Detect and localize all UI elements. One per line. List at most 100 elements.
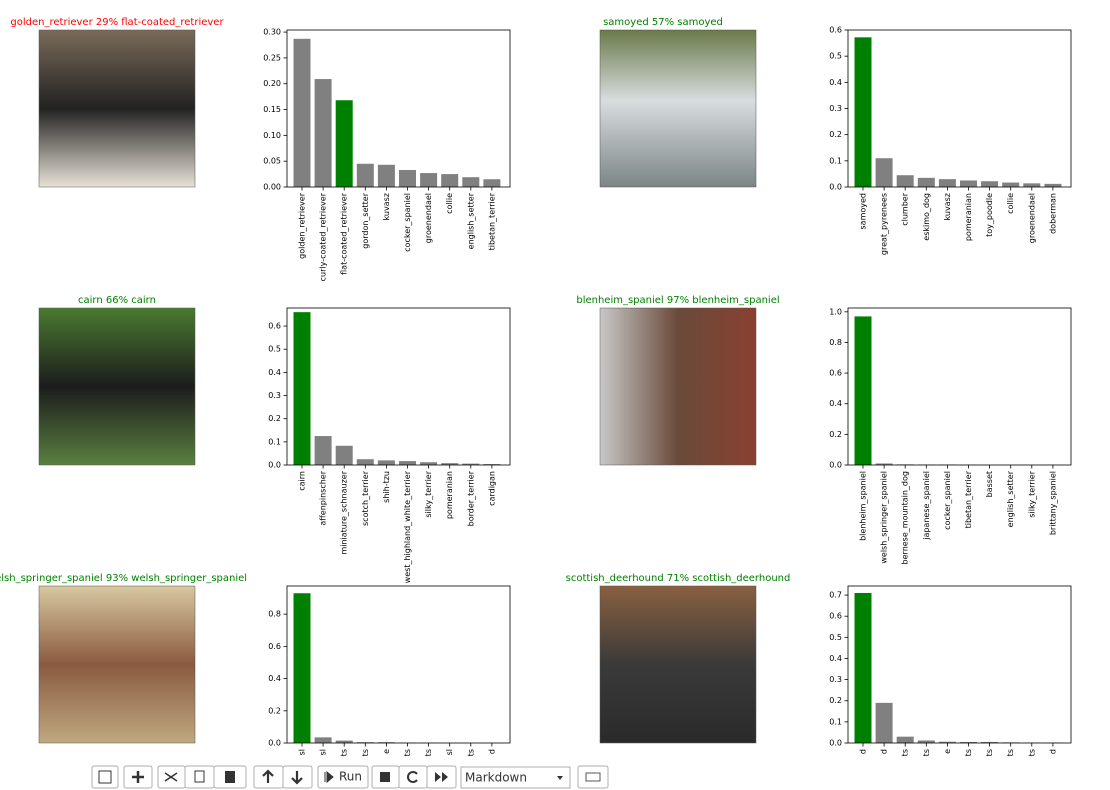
down-icon: [291, 771, 303, 785]
x-tick-label: sl: [319, 749, 328, 755]
y-tick-label: 0.20: [263, 79, 281, 88]
y-tick-label: 0.0: [268, 461, 281, 470]
x-tick-label: e: [943, 749, 952, 754]
bar: [981, 181, 999, 187]
y-tick-label: 0.05: [263, 157, 281, 166]
photo: [599, 585, 757, 744]
image-title: cairn 66% cairn: [78, 295, 156, 306]
x-tick-label: d: [487, 749, 496, 754]
bar: [462, 463, 480, 465]
bar: [854, 37, 872, 188]
x-tick-label: pomeranian: [964, 193, 973, 241]
run-button[interactable]: [317, 765, 369, 789]
bar: [875, 702, 893, 743]
bar: [1002, 182, 1020, 187]
bar: [420, 462, 438, 465]
x-tick-label: cairn: [298, 471, 307, 491]
axes-frame: [286, 29, 511, 188]
bar: [938, 741, 956, 743]
bar: [896, 175, 914, 187]
x-tick-label: basset: [985, 471, 994, 497]
bar: [875, 158, 893, 187]
y-tick-label: 0.00: [263, 183, 281, 192]
save-button[interactable]: [91, 765, 119, 789]
y-tick-label: 0.6: [829, 369, 842, 378]
x-tick-label: ts: [985, 749, 994, 756]
y-tick-label: 0.8: [829, 338, 842, 347]
bar: [462, 177, 480, 187]
bar: [356, 163, 374, 187]
y-tick-label: 0.15: [263, 105, 281, 114]
x-tick-label: welsh_springer_spaniel: [880, 471, 889, 564]
axes-frame: [847, 585, 1072, 744]
run-all-button[interactable]: [426, 765, 457, 789]
keyboard-button[interactable]: [577, 765, 609, 789]
photo: [38, 307, 196, 466]
image-title: welsh_springer_spaniel 93% welsh_springe…: [0, 573, 247, 584]
bar: [1023, 183, 1041, 187]
bar: [335, 445, 353, 465]
x-tick-label: ts: [403, 749, 412, 756]
y-tick-label: 0.4: [829, 654, 842, 663]
photo: [38, 585, 196, 744]
x-tick-label: d: [859, 749, 868, 754]
y-tick-label: 0.10: [263, 131, 281, 140]
restart-icon: [407, 771, 418, 783]
y-tick-label: 0.25: [263, 53, 281, 62]
x-tick-label: ts: [964, 749, 973, 756]
y-tick-label: 0.1: [829, 717, 842, 726]
y-tick-label: 0.1: [268, 437, 281, 446]
x-tick-label: ts: [361, 749, 370, 756]
x-tick-label: flat-coated_retriever: [340, 192, 349, 275]
x-tick-label: blenheim_spaniel: [859, 471, 868, 541]
x-tick-label: silky_terrier: [424, 470, 433, 517]
x-tick-label: groenendael: [424, 193, 433, 243]
y-tick-label: 0.3: [268, 391, 281, 400]
x-tick-label: d: [1048, 749, 1057, 754]
cell-type-select[interactable]: [460, 766, 571, 789]
x-tick-label: brittany_spaniel: [1048, 471, 1057, 535]
bar: [441, 174, 459, 187]
copy-button[interactable]: [184, 765, 215, 789]
restart-button[interactable]: [398, 765, 428, 789]
x-tick-label: clumber: [901, 192, 910, 225]
bar: [917, 177, 935, 187]
bar: [420, 173, 438, 187]
bar: [854, 592, 872, 743]
image-title: blenheim_spaniel 97% blenheim_spaniel: [576, 295, 779, 306]
bar: [896, 736, 914, 743]
bar: [314, 737, 332, 743]
bar: [854, 316, 872, 465]
y-tick-label: 0.6: [268, 322, 281, 331]
x-tick-label: groenendael: [1027, 193, 1036, 243]
y-tick-label: 0.3: [829, 675, 842, 684]
select-arrow: [557, 776, 563, 780]
keyboard-icon: [585, 772, 601, 782]
x-tick-label: kuvasz: [382, 193, 391, 220]
save-icon: [98, 770, 112, 784]
bar: [293, 312, 311, 465]
y-tick-label: 0.3: [829, 104, 842, 113]
bar: [960, 180, 977, 187]
x-tick-label: e: [382, 749, 391, 754]
bar: [335, 740, 353, 743]
bar: [314, 79, 332, 187]
x-tick-label: great_pyrenees: [880, 193, 889, 255]
x-tick-label: silky_terrier: [1027, 470, 1036, 517]
x-tick-label: golden_retriever: [298, 192, 307, 259]
up-icon: [262, 769, 274, 783]
bar: [960, 741, 977, 743]
y-tick-label: 0.0: [829, 461, 842, 470]
x-tick-label: doberman: [1048, 193, 1057, 234]
y-tick-label: 0.6: [829, 612, 842, 621]
y-tick-label: 0.2: [829, 130, 842, 139]
x-tick-label: cocker_spaniel: [403, 193, 412, 252]
toolbar: Run Markdown: [0, 758, 1110, 790]
bar: [399, 461, 416, 465]
y-tick-label: 0.6: [268, 642, 281, 651]
y-tick-label: 0.8: [268, 610, 281, 619]
x-tick-label: gordon_setter: [361, 192, 370, 248]
image-title: golden_retriever 29% flat-coated_retriev…: [10, 17, 224, 28]
paste-icon: [225, 771, 235, 783]
